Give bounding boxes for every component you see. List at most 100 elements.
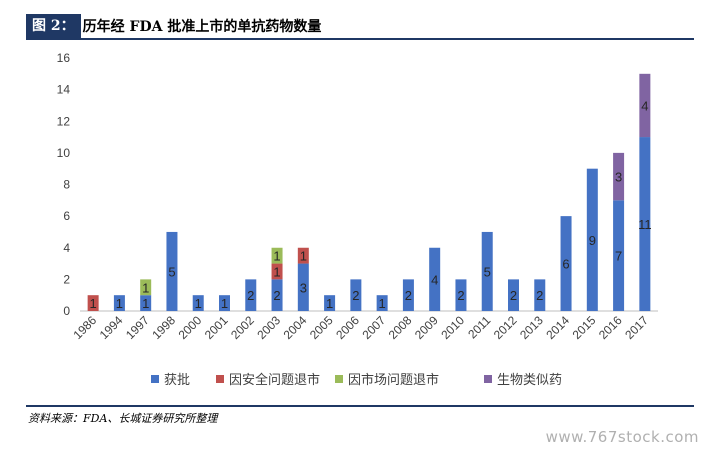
bar-segment [586,168,598,311]
data-label: 5 [484,264,491,279]
y-tick-label: 2 [63,272,70,286]
x-tick-label: 2002 [228,313,257,342]
y-tick-label: 8 [63,178,70,192]
x-tick-label: 2016 [596,313,625,342]
data-label: 9 [589,233,596,248]
data-label: 2 [536,288,543,303]
x-tick-label: 1997 [123,313,152,342]
bar-segment [324,295,336,311]
x-tick-label: 2010 [438,313,467,342]
data-label: 6 [562,257,569,272]
bar-segment [140,279,152,296]
data-label: 2 [247,288,254,303]
data-label: 4 [431,272,438,287]
data-label: 1 [142,296,149,311]
x-tick-label: 2017 [622,313,651,342]
x-tick-label: 2008 [386,313,415,342]
bar-segment [140,295,152,311]
data-label: 5 [168,264,175,279]
bar-segment [271,263,283,280]
watermark: www.767stock.com [545,428,699,446]
data-label: 1 [326,296,333,311]
bar-segment [455,279,467,311]
data-label: 1 [273,264,280,279]
data-label: 2 [510,288,517,303]
legend-label: 获批 [164,373,190,388]
bar-segment [113,295,125,311]
bar-segment [271,247,283,264]
bar-segment [192,295,204,311]
y-tick-label: 14 [57,83,71,97]
y-tick-label: 16 [57,51,71,65]
bar-segment [429,247,441,311]
legend-swatch [216,375,224,383]
y-tick-label: 0 [63,304,70,318]
y-tick-label: 10 [57,146,71,160]
y-tick-label: 6 [63,209,70,223]
source-note: 资料来源：FDA、长城证券研究所整理 [28,412,218,425]
x-tick-label: 2009 [412,313,441,342]
x-tick-label: 2004 [281,313,310,342]
bar-segment [402,279,414,311]
data-label: 2 [273,288,280,303]
data-label: 1 [116,296,123,311]
bar-segment [87,295,99,311]
data-label: 1 [195,296,202,311]
bar-segment [613,152,625,201]
legend-swatch [484,375,492,383]
data-label: 7 [615,249,622,264]
bar-segment [534,279,546,311]
x-tick-label: 1986 [70,313,99,342]
data-label: 2 [457,288,464,303]
bar-segment [560,216,572,311]
x-tick-label: 2007 [359,313,388,342]
bar-segment [508,279,519,311]
legend-swatch [151,375,159,383]
bar-segment [245,279,257,311]
y-tick-label: 12 [57,114,71,128]
figure-number: 图 2： [26,14,81,38]
bar-segment [481,231,493,311]
bar-segment [297,263,309,311]
bar-segment [271,279,283,311]
x-tick-label: 2014 [543,313,572,342]
bar-segment [166,231,178,311]
legend-swatch [335,375,343,383]
data-label: 3 [615,170,622,185]
x-tick-label: 2013 [517,313,546,342]
bar-segment [376,295,388,311]
bar-segment [639,73,651,138]
x-tick-label: 1998 [149,313,178,342]
data-label: 2 [405,288,412,303]
bar-segment [350,279,362,311]
legend-label: 因安全问题退市 [229,372,320,388]
y-tick-label: 4 [63,241,70,255]
x-tick-label: 2003 [254,313,283,342]
data-label: 11 [638,217,652,232]
data-label: 4 [641,98,648,113]
data-label: 1 [273,249,280,264]
x-tick-label: 2006 [333,313,362,342]
legend-label: 因市场问题退市 [348,372,439,388]
data-label: 1 [300,249,307,264]
figure-header: 图 2： 历年经 FDA 批准上市的单抗药物数量 [26,14,321,38]
data-label: 1 [221,296,228,311]
x-tick-label: 2011 [465,313,493,341]
data-label: 1 [379,296,386,311]
bar-segment [613,200,625,311]
data-label: 1 [142,280,149,295]
data-label: 1 [90,296,97,311]
bar-segment [297,247,309,264]
header-rule [26,38,694,40]
data-label: 2 [352,288,359,303]
data-label: 3 [300,280,307,295]
x-tick-label: 2012 [491,313,520,342]
legend-label: 生物类似药 [497,373,562,388]
x-tick-label: 2000 [176,313,205,342]
bar-segment [219,295,230,311]
figure-title: 历年经 FDA 批准上市的单抗药物数量 [82,19,322,35]
bar-segment [639,137,651,311]
x-tick-label: 1994 [97,313,126,342]
x-tick-label: 2015 [570,313,599,342]
